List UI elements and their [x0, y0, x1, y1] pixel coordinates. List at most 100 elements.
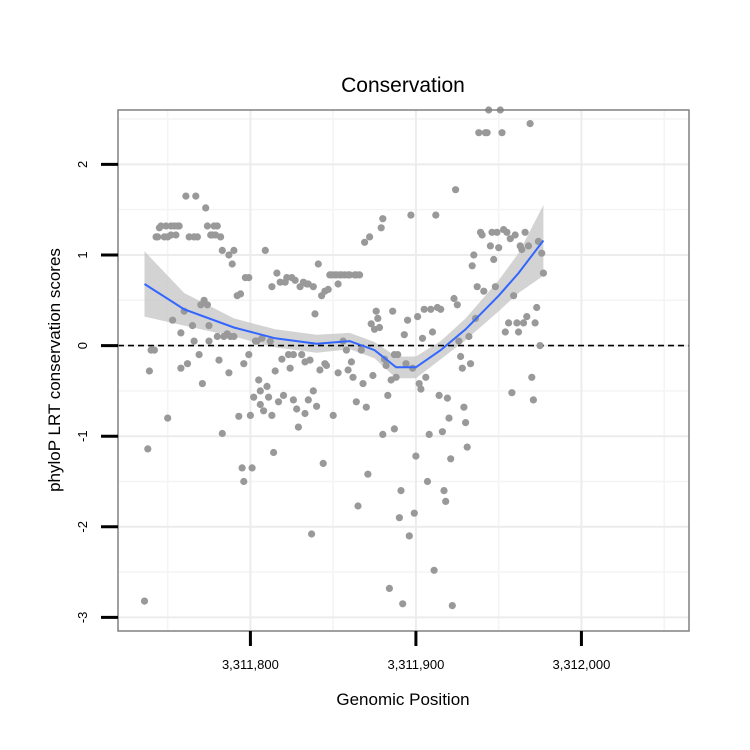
x-tick-label: 3,312,000	[552, 657, 610, 672]
data-point	[172, 231, 180, 239]
data-point	[404, 316, 412, 324]
data-point	[466, 360, 475, 368]
data-point	[140, 597, 149, 605]
data-point	[145, 367, 153, 375]
data-point	[225, 369, 233, 377]
data-point	[495, 244, 503, 252]
data-point	[279, 391, 288, 399]
x-tick-label: 3,311,900	[387, 657, 444, 672]
data-point	[230, 332, 238, 341]
data-point	[256, 400, 264, 409]
data-point	[248, 464, 256, 472]
y-axis-title: phyloP LRT conservation scores	[45, 248, 64, 492]
data-point	[260, 407, 268, 415]
data-point	[503, 228, 511, 236]
data-point	[270, 448, 278, 457]
data-point	[268, 411, 276, 419]
data-point	[342, 346, 350, 354]
data-point	[203, 222, 211, 230]
smooth-line	[143, 239, 545, 369]
data-point	[306, 356, 314, 364]
data-point	[435, 391, 443, 399]
data-point	[508, 389, 516, 397]
data-point	[359, 380, 367, 388]
data-point	[286, 364, 294, 372]
data-point	[452, 186, 460, 194]
data-point	[198, 380, 206, 388]
data-point	[218, 429, 226, 438]
data-point	[402, 360, 410, 368]
data-point	[361, 238, 369, 246]
data-point	[445, 414, 453, 422]
y-tick-label: 2	[75, 161, 90, 168]
data-point	[490, 255, 498, 264]
data-point	[255, 376, 263, 384]
data-point	[524, 242, 533, 250]
data-point	[427, 305, 435, 313]
data-point	[523, 313, 531, 321]
data-point	[261, 246, 269, 254]
data-point	[430, 566, 438, 574]
data-point	[455, 337, 463, 345]
data-point	[175, 222, 183, 230]
data-point	[372, 307, 380, 315]
data-point	[298, 351, 306, 359]
data-point	[407, 211, 415, 219]
data-point	[367, 320, 375, 328]
y-tick-label: 1	[75, 251, 90, 258]
data-point	[460, 403, 468, 411]
data-point	[154, 233, 162, 241]
data-point	[410, 509, 418, 517]
data-point	[375, 323, 384, 332]
data-point	[438, 428, 446, 436]
data-point	[518, 245, 526, 254]
data-point	[528, 373, 536, 381]
data-point	[374, 314, 382, 322]
data-point	[480, 287, 488, 295]
data-point	[384, 391, 392, 399]
confidence-band-layer	[144, 205, 544, 379]
data-point	[521, 228, 529, 236]
data-point	[266, 337, 274, 345]
data-point	[274, 398, 283, 406]
data-point	[356, 271, 364, 279]
data-point	[195, 351, 203, 359]
data-point	[394, 351, 402, 359]
data-point	[448, 602, 456, 610]
data-point	[473, 283, 481, 291]
data-point	[392, 373, 400, 381]
data-point	[463, 443, 471, 451]
data-point	[308, 530, 316, 538]
data-point	[238, 464, 246, 472]
data-point	[453, 301, 461, 309]
data-point	[379, 430, 387, 438]
data-point	[395, 514, 403, 522]
plot-panel-border	[117, 109, 690, 632]
data-point	[250, 393, 258, 401]
data-point	[265, 393, 273, 401]
data-point	[506, 235, 514, 243]
data-point	[357, 346, 365, 354]
y-tick-label: -3	[75, 612, 90, 624]
data-point	[349, 373, 357, 381]
y-tick-label: -1	[75, 430, 90, 442]
data-point	[190, 337, 198, 345]
y-tick-label: 0	[75, 342, 90, 349]
y-tick-label: -2	[75, 521, 90, 533]
chart-title: Conservation	[341, 74, 465, 97]
data-point	[177, 364, 185, 372]
data-point	[240, 360, 248, 368]
data-point	[183, 360, 192, 368]
data-point	[322, 361, 331, 370]
data-point	[529, 396, 538, 404]
data-point	[417, 385, 425, 393]
data-point	[271, 367, 279, 375]
data-point	[162, 222, 170, 230]
data-point	[182, 192, 190, 200]
data-point	[217, 233, 225, 241]
confidence-band	[144, 205, 544, 379]
data-point	[514, 328, 523, 336]
data-point	[235, 412, 243, 420]
data-point	[276, 278, 284, 286]
data-point	[304, 396, 312, 404]
